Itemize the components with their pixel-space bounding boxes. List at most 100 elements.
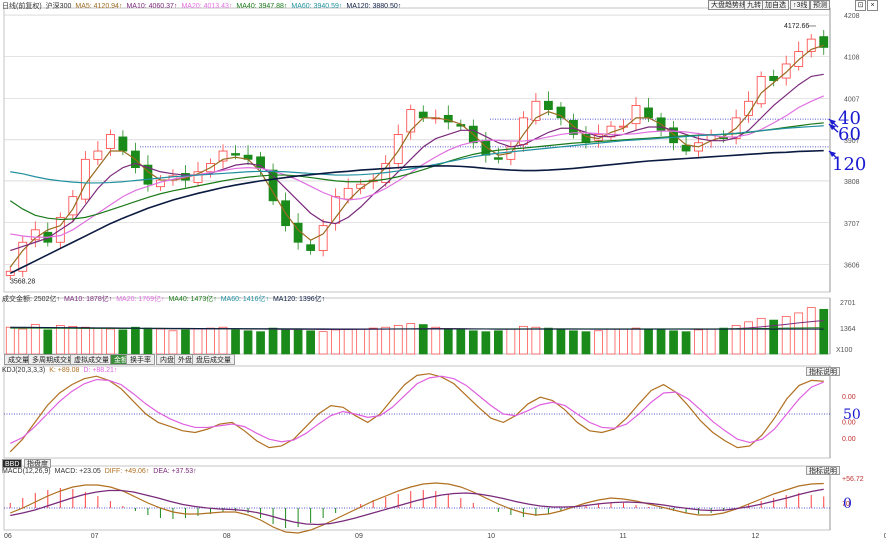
candle-body — [781, 63, 791, 79]
toolbar-button[interactable]: 加自选 — [762, 0, 789, 10]
volume-bar — [156, 328, 165, 355]
volume-bar — [794, 312, 804, 355]
volume-bar — [443, 328, 453, 355]
candle-body — [218, 150, 228, 162]
volume-bar — [318, 331, 328, 355]
price-tick-label: 4108 — [844, 55, 860, 62]
x-tick-label: 11 — [619, 533, 626, 540]
volume-bar — [606, 328, 616, 355]
macd-explain-button[interactable]: 指标说明 — [806, 466, 840, 475]
kdj-explain-button[interactable]: 指标说明 — [806, 367, 840, 376]
macd-tab[interactable]: BBD — [2, 459, 23, 468]
candle-body — [256, 156, 265, 169]
legend-entry: MA20: 4013.43↑ — [181, 3, 233, 10]
candle-body — [544, 100, 553, 110]
candle-body — [93, 150, 103, 160]
toolbar-button[interactable]: ↑3线 — [790, 0, 811, 10]
candle-body — [318, 225, 328, 251]
volume-bar — [519, 325, 528, 355]
candle-body — [769, 76, 779, 81]
macd-legend: MACD(12,26,9) MACD: +23.05 DIFF: +49.06↑ DE… — [2, 468, 201, 475]
ma-line-ma60 — [10, 125, 824, 184]
volume-tick-label: 1364 — [840, 326, 856, 333]
legend-entry: MA120: 3880.50↑ — [346, 3, 402, 10]
toolbar-button[interactable]: 预测 — [810, 0, 830, 10]
volume-bar — [55, 325, 65, 355]
volume-bar — [381, 326, 391, 355]
macd-line-diff — [10, 482, 824, 534]
volume-bar — [406, 323, 416, 355]
indicator-tab[interactable]: 盘后成交量 — [192, 354, 235, 365]
volume-bar — [544, 327, 553, 355]
macd-tab[interactable]: 指盘度 — [24, 459, 51, 468]
toolbar-button[interactable]: 大盘趋势线 — [708, 0, 749, 10]
candle-body — [669, 127, 678, 144]
volume-bar — [594, 330, 603, 355]
volume-bar — [331, 329, 341, 355]
legend-entry: MACD: +23.05 — [54, 468, 101, 475]
volume-bar — [118, 329, 128, 355]
volume-bar — [268, 327, 278, 355]
x-tick-label: 07 — [91, 533, 99, 540]
indicator-tab[interactable]: 虚拟成交量 — [70, 354, 113, 365]
ma-line-ma120 — [9, 149, 824, 275]
volume-bar — [819, 308, 829, 355]
candle-body — [418, 111, 428, 119]
legend-entry: MA120: 1396亿↑ — [272, 296, 326, 303]
kdj-tick-label: 0.00 — [842, 419, 856, 426]
price-tick-label: 3707 — [844, 221, 860, 228]
volume-bar — [769, 319, 779, 355]
candle-body — [105, 134, 115, 149]
lock-icon[interactable]: ⊡ — [855, 0, 866, 11]
volume-bar — [143, 327, 153, 355]
volume-bar — [631, 327, 641, 355]
volume-bar — [656, 329, 666, 355]
legend-entry: MACD(12,26,9) — [2, 468, 51, 475]
close-icon[interactable]: × — [867, 0, 878, 11]
candle-body — [556, 106, 566, 119]
toolbar-button[interactable]: 九转 — [744, 0, 764, 10]
volume-bar — [456, 329, 466, 355]
candle-body — [681, 144, 691, 152]
x-tick-label: 06 — [4, 533, 12, 540]
candle-body — [406, 109, 416, 133]
volume-bar — [30, 324, 40, 355]
indicator-tab[interactable]: 换手率 — [126, 354, 155, 365]
kdj-tick-label: 0.00 — [842, 436, 856, 443]
volume-bar — [231, 329, 240, 355]
x-tick-label: 10 — [487, 533, 495, 540]
volume-bar — [281, 328, 290, 355]
volume-bar — [293, 329, 303, 355]
legend-entry: MA10: 4060.37↑ — [126, 3, 178, 10]
candle-body — [80, 158, 90, 200]
price-legend: 日线(前复权) 沪深300 MA5: 4120.94↑ MA10: 4060.37↑ M… — [2, 1, 405, 11]
ma-line-ma5 — [9, 44, 824, 268]
legend-entry: MA5: 4120.94↑ — [75, 3, 123, 10]
price-panel — [3, 7, 831, 293]
price-tick-label: 3907 — [844, 138, 860, 145]
macd-tick-label: 70 — [842, 501, 850, 508]
volume-bar — [706, 328, 716, 355]
candle-body — [231, 153, 240, 156]
x-tick-label: 12 — [752, 533, 760, 540]
volume-legend: 成交金额: 2502亿↑ MA10: 1878亿↑ MA20: 1769亿↑ MA40… — [2, 294, 329, 304]
candle-body — [343, 187, 353, 200]
kdj-line-k — [9, 373, 824, 453]
candle-body — [631, 105, 641, 125]
volume-bar — [168, 330, 178, 355]
volume-bar — [556, 329, 566, 355]
volume-bar — [493, 330, 503, 355]
volume-bar — [243, 330, 253, 355]
volume-bar — [5, 326, 15, 355]
volume-panel — [3, 297, 831, 355]
candle-body — [806, 38, 816, 52]
volume-bar — [669, 330, 678, 355]
volume-bar — [206, 327, 215, 355]
price-tick-label: 3606 — [844, 263, 860, 270]
volume-bar — [744, 321, 754, 355]
volume-bar — [193, 328, 203, 355]
ma120-label: 120 — [832, 154, 867, 175]
x-tick-label: 08 — [223, 533, 231, 540]
kdj-tick-label: 0.00 — [842, 394, 856, 401]
